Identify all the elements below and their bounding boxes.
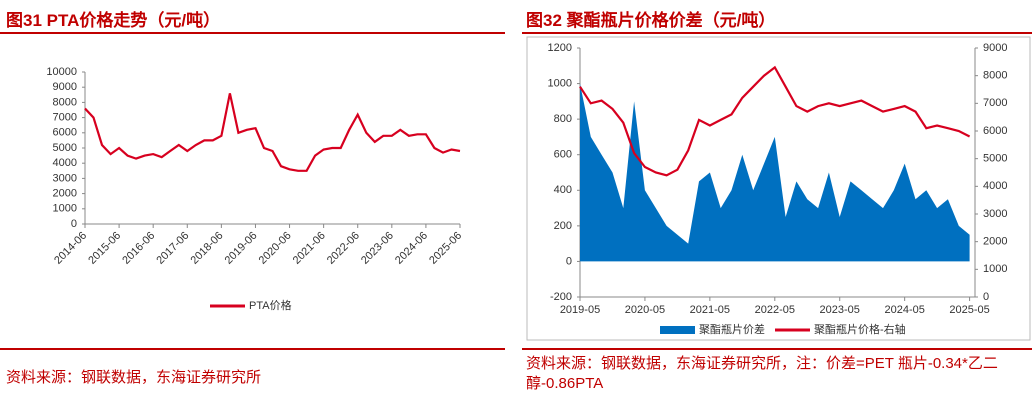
line-series — [84, 93, 461, 172]
x-tick-label: 2018-06 — [189, 230, 226, 267]
x-tick-label: 2025-06 — [427, 230, 464, 267]
x-tick-label: 2023-05 — [820, 304, 860, 316]
x-tick-label: 2014-06 — [52, 230, 89, 267]
rule — [0, 32, 505, 34]
y-tick-label: 200 — [554, 220, 572, 232]
rule — [522, 348, 1032, 350]
y2-tick-label: 9000 — [983, 42, 1007, 54]
x-tick-label: 2025-05 — [949, 304, 989, 316]
y-tick-label: 1200 — [548, 42, 572, 54]
y-tick-label: -200 — [550, 291, 572, 303]
x-tick-label: 2015-06 — [86, 230, 123, 267]
y-tick-label: 8000 — [53, 96, 77, 108]
x-tick-label: 2024-06 — [393, 230, 430, 267]
y2-tick-label: 1000 — [983, 263, 1007, 275]
chart-title: 图32 聚酯瓶片价格价差（元/吨） — [526, 11, 776, 30]
legend-label: PTA价格 — [249, 298, 292, 312]
y-tick-label: 10000 — [46, 66, 77, 78]
y-tick-label: 2000 — [53, 188, 77, 200]
x-tick-label: 2019-05 — [560, 304, 600, 316]
y2-tick-label: 2000 — [983, 236, 1007, 248]
area-series — [580, 83, 970, 262]
y2-tick-label: 3000 — [983, 208, 1007, 220]
y2-tick-label: 6000 — [983, 125, 1007, 137]
chart: -200 0 200 400 600 800 1000 1200 0 1000 2000 3000 40… — [526, 36, 1031, 341]
y-tick-label: 0 — [71, 218, 77, 230]
y2-tick-label: 0 — [983, 291, 989, 303]
y-tick-label: 0 — [566, 255, 572, 267]
y-tick-label: 5000 — [53, 142, 77, 154]
y-tick-label: 800 — [554, 113, 572, 125]
y-tick-label: 7000 — [53, 112, 77, 124]
legend-swatch — [660, 326, 695, 334]
x-tick-label: 2023-06 — [359, 230, 396, 267]
rule — [0, 348, 505, 350]
y2-tick-label: 4000 — [983, 180, 1007, 192]
y-tick-label: 600 — [554, 149, 572, 161]
line-series — [579, 65, 971, 177]
x-tick-label: 2017-06 — [154, 230, 191, 267]
x-tick-label: 2022-05 — [755, 304, 795, 316]
rule — [522, 32, 1032, 34]
y2-tick-label: 7000 — [983, 97, 1007, 109]
y2-tick-label: 8000 — [983, 70, 1007, 82]
x-tick-label: 2022-06 — [325, 230, 362, 267]
y-tick-label: 3000 — [53, 172, 77, 184]
chart-frame — [526, 36, 1031, 341]
y-tick-label: 1000 — [548, 77, 572, 89]
source: 资料来源：钢联数据，东海证券研究所，注：价差=PET 瓶片-0.34*乙二醇-0… — [526, 355, 998, 392]
x-tick-label: 2020-06 — [257, 230, 294, 267]
chart-title: 图31 PTA价格走势（元/吨） — [6, 11, 221, 30]
x-tick-label: 2021-06 — [291, 230, 328, 267]
x-tick-label: 2019-06 — [223, 230, 260, 267]
y-tick-label: 6000 — [53, 127, 77, 139]
y-tick-label: 1000 — [53, 203, 77, 215]
y-tick-label: 400 — [554, 184, 572, 196]
y2-tick-label: 5000 — [983, 153, 1007, 165]
legend-label: 聚酯瓶片价格-右轴 — [814, 322, 906, 336]
source: 资料来源：钢联数据，东海证券研究所 — [6, 369, 262, 386]
y-tick-label: 4000 — [53, 157, 77, 169]
x-tick-label: 2021-05 — [690, 304, 730, 316]
chart: 0 1000 2000 3000 4000 5000 6000 7000 8000 9000 100… — [46, 66, 464, 312]
x-tick-label: 2020-05 — [625, 304, 665, 316]
y-tick-label: 9000 — [53, 81, 77, 93]
legend-label: 聚酯瓶片价差 — [699, 322, 765, 336]
x-tick-label: 2024-05 — [884, 304, 924, 316]
x-tick-label: 2016-06 — [120, 230, 157, 267]
